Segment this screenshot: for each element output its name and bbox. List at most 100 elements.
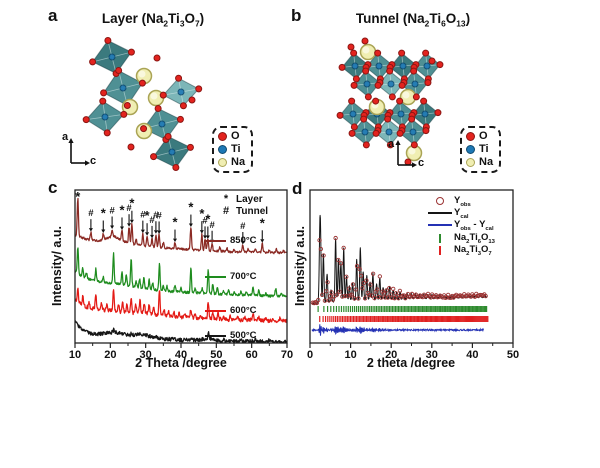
chart-d-xlabel: 2 theta /degree: [366, 356, 456, 370]
svg-text:#: #: [153, 210, 159, 221]
svg-text:*: *: [199, 206, 205, 221]
svg-text:50: 50: [507, 349, 519, 361]
temperature-legend-row: 600°C: [205, 305, 257, 316]
rietveld-legend-row: Yobs - Ycal: [426, 219, 494, 232]
chart-c-ylabel: Intensity/ a.u.: [50, 226, 64, 306]
crystal-structure: [336, 37, 444, 166]
panel-a-axis-a-label: a: [62, 131, 69, 143]
svg-text:30: 30: [140, 349, 152, 361]
line-swatch-icon: [426, 212, 454, 215]
na-atom-icon: [218, 158, 227, 167]
temperature-legend-row: 500°C: [205, 330, 257, 341]
svg-text:30: 30: [426, 349, 438, 361]
o-atom-icon: [218, 132, 227, 141]
panel-a-label: a: [48, 6, 58, 25]
rietveld-legend-row: Na2Ti3O7: [426, 244, 492, 257]
svg-text:10: 10: [344, 349, 356, 361]
svg-text:*: *: [172, 215, 178, 230]
rietveld-legend-label: Na2Ti3O7: [454, 244, 492, 257]
ti-atom-icon: [218, 145, 227, 154]
svg-text:#: #: [209, 220, 215, 231]
svg-text:*: *: [205, 212, 211, 227]
svg-text:#: #: [149, 215, 155, 226]
atom-label: Ti: [231, 143, 241, 155]
svg-text:50: 50: [210, 349, 222, 361]
atom-legend-row: O: [218, 130, 245, 143]
trace-color-swatch: [205, 309, 226, 312]
svg-text:*: *: [145, 208, 151, 223]
chart-d-ylabel: Intensity/ a.u.: [293, 226, 307, 306]
svg-text:*: *: [129, 196, 135, 211]
chart-c: *# * # * #*# * ### ** *#* # # *10 20 30 40 50 60 70: [69, 189, 293, 361]
temperature-label: 850°C: [230, 235, 257, 246]
svg-text:20: 20: [104, 349, 116, 361]
layer-marker-symbol: *: [223, 193, 229, 205]
chart-c-xlabel: 2 Theta /degree: [135, 356, 227, 370]
tunnel-marker-symbol: #: [222, 205, 230, 217]
obs-circle-icon: [426, 197, 454, 206]
legend-row-layer: * Layer: [221, 193, 268, 205]
svg-text:20: 20: [385, 349, 397, 361]
atom-label: O: [479, 130, 488, 142]
rietveld-legend-row: Ycal: [426, 207, 469, 220]
axes-arrows: [68, 138, 90, 166]
rietveld-legend-row: Yobs: [426, 195, 471, 208]
atom-label: Na: [231, 156, 246, 168]
panel-b-axis-c-label: c: [418, 157, 425, 169]
panel-b-label: b: [291, 6, 302, 25]
svg-text:*: *: [260, 215, 266, 230]
phase-tick-icon: [426, 245, 454, 255]
atom-label: Na: [479, 156, 494, 168]
layer-marker-label: Layer: [236, 194, 263, 205]
temperature-legend-row: 850°C: [205, 235, 257, 246]
temperature-legend-row: 700°C: [205, 271, 257, 282]
rietveld-legend-row: Na2Ti6O13: [426, 232, 495, 245]
svg-text:40: 40: [466, 349, 478, 361]
temperature-label: 600°C: [230, 305, 257, 316]
atom-legend-row: Na: [466, 156, 493, 169]
trace-color-swatch: [205, 239, 226, 242]
rietveld-legend-label: Yobs: [454, 195, 471, 208]
atom-legend-row: Na: [218, 156, 245, 169]
svg-text:#: #: [126, 203, 132, 214]
rietveld-legend-label: Na2Ti6O13: [454, 232, 495, 245]
atom-label: Ti: [479, 143, 489, 155]
svg-text:10: 10: [69, 349, 81, 361]
atom-legend-a: O Ti Na: [212, 126, 254, 173]
o-atom-icon: [466, 132, 475, 141]
panel-c-label: c: [48, 178, 58, 197]
ti-atom-icon: [466, 145, 475, 154]
atom-legend-row: Ti: [218, 143, 245, 156]
svg-text:#: #: [109, 206, 115, 217]
crystal-structure: [82, 37, 203, 172]
svg-text:70: 70: [281, 349, 293, 361]
phase-tick-icon: [426, 233, 454, 243]
svg-text:#: #: [156, 210, 162, 221]
svg-text:*: *: [75, 189, 81, 204]
phase-marker-legend: * Layer # Tunnel: [221, 193, 268, 217]
atom-legend-b: O Ti Na: [460, 126, 502, 173]
panel-a-axis-c-label: c: [90, 155, 97, 167]
temperature-label: 700°C: [230, 271, 257, 282]
legend-row-tunnel: # Tunnel: [221, 205, 268, 217]
panel-b-axis-a-label: a: [388, 138, 395, 150]
trace-color-swatch: [205, 334, 226, 337]
svg-text:#: #: [240, 221, 246, 232]
chart-d: 0 10 20 30 40 50: [307, 189, 519, 361]
panel-a-title: Layer (Na2Ti3O7): [101, 11, 205, 29]
atom-legend-row: Ti: [466, 143, 493, 156]
tunnel-marker-label: Tunnel: [236, 206, 269, 217]
svg-text:0: 0: [307, 349, 313, 361]
axes-arrows: [395, 140, 417, 168]
atom-label: O: [231, 130, 240, 142]
svg-text:*: *: [101, 206, 107, 221]
na-atom-icon: [466, 158, 475, 167]
line-swatch-icon: [426, 224, 454, 227]
svg-text:#: #: [202, 215, 208, 226]
temperature-label: 500°C: [230, 330, 257, 341]
svg-text:40: 40: [175, 349, 187, 361]
svg-text:#: #: [88, 208, 94, 219]
svg-text:*: *: [119, 202, 125, 217]
panel-b-title: Tunnel (Na2Ti6O13): [355, 11, 471, 29]
